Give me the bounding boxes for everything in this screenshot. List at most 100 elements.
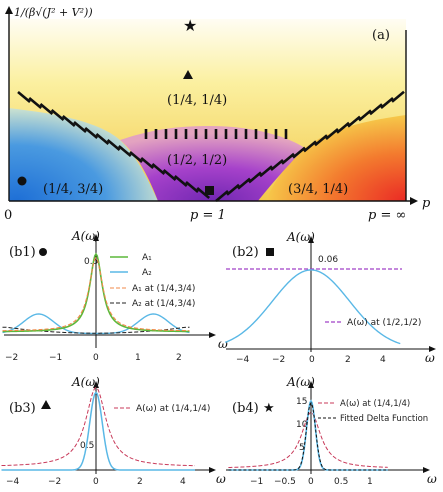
hatch-mark-right (325, 128, 339, 140)
y-axis-arrow (5, 6, 13, 14)
b3-xtick: 4 (180, 477, 186, 487)
hatch-mark-right (226, 183, 240, 196)
hatch-mark-right (281, 152, 295, 165)
b3-y-arrow (93, 381, 99, 388)
hatch-mark-right (380, 97, 394, 109)
b1-xtick: −2 (5, 353, 18, 363)
hatch-mark-right (270, 159, 284, 171)
panel-b3: A(ω) ω (b3) 0.5 −4 −2 0 2 4 A(ω) at (1/4… (1, 375, 226, 487)
b4-curve-dashed (228, 411, 388, 468)
hatch-mark-left (185, 181, 199, 193)
region-label-half-half: (1/2, 1/2) (167, 153, 227, 168)
panel-a: 1/(β√(J² + V²)) p (a) 0 p = 1 p = ∞ (1/4… (4, 6, 431, 223)
b3-xtick: −2 (48, 477, 61, 487)
x-axis-label: p (422, 196, 431, 211)
b4-curve-delta-fit (228, 401, 388, 471)
b4-tag: (b4) (232, 401, 259, 416)
b1-xtick: −1 (49, 353, 62, 363)
b2-tag: (b2) (232, 245, 259, 260)
b4-ytick: 10 (296, 420, 308, 430)
b3-peak-label: 0.5 (80, 441, 94, 451)
hatch-mark-left (173, 175, 188, 187)
b4-x-ticks: −1 −0.5 0 0.5 1 (250, 477, 373, 487)
b1-curve-a1-fit (2, 256, 190, 332)
b3-xtick: 2 (137, 477, 143, 487)
b4-xtick: 1 (367, 477, 373, 487)
hatch-mark-left (117, 145, 132, 157)
b3-x-arrow (209, 467, 216, 473)
b2-xtick: −2 (272, 355, 285, 365)
hatch-mark-left (196, 187, 211, 199)
b4-xtick: 0.5 (334, 477, 348, 487)
panel-b4: A(ω) ω (b4) ★ 15 10 5 −1 −0.5 0 0.5 1 A(… (226, 375, 437, 487)
b2-legend: A(ω) at (1/2,1/2) (325, 318, 421, 328)
b4-xlabel: ω (427, 472, 437, 486)
b2-x-arrow (429, 346, 436, 352)
phase-region-blue (9, 108, 158, 201)
b3-ylabel: A(ω) (71, 375, 100, 389)
b4-ytick: 15 (296, 397, 307, 407)
b2-square-icon (266, 248, 274, 256)
hatch-mark-left (140, 157, 155, 169)
hatch-mark-right (303, 140, 317, 153)
b3-legend-label: A(ω) at (1/4,1/4) (136, 404, 210, 414)
b4-legend: A(ω) at (1/4,1/4) Fitted Delta Function (318, 399, 428, 424)
triangle-marker-icon (183, 70, 193, 79)
b1-x-arrow (209, 332, 216, 338)
b1-curve-a1 (2, 252, 190, 333)
phase-boundary-hatching (17, 90, 405, 202)
tick-p-infinity: p = ∞ (368, 208, 406, 223)
hatch-mark-left (162, 169, 177, 181)
b1-y-arrow (93, 234, 99, 241)
hatch-mark-left (50, 109, 65, 121)
b4-y-arrow (308, 381, 314, 388)
b4-xtick: −0.5 (274, 477, 296, 487)
b1-ylabel: A(ω) (71, 229, 100, 243)
hatch-mark-left (129, 151, 143, 163)
b3-triangle-icon (41, 400, 51, 409)
star-marker-icon: ★ (183, 16, 197, 35)
y-axis-label: 1/(β√(J² + V²)) (14, 6, 93, 19)
b3-xtick: −4 (6, 477, 20, 487)
hatch-mark-left (39, 103, 54, 115)
b2-x-ticks: −4 −2 0 2 4 (236, 355, 386, 365)
b2-xtick: −4 (236, 355, 250, 365)
b4-x-arrow (423, 467, 430, 473)
hatch-mark-left (151, 163, 166, 175)
hatch-mark-left (106, 139, 121, 151)
hatch-mark-right (248, 171, 262, 184)
panel-b1: A(ω) ω (b1) 0.5 −2 −1 0 1 2 A₁ A₂ A₁ at … (2, 229, 228, 363)
b2-legend-label: A(ω) at (1/2,1/2) (347, 318, 421, 328)
b1-xtick: 1 (135, 353, 141, 363)
hatch-mark-left (17, 91, 31, 103)
hatch-mark-right (292, 146, 306, 159)
b2-ylabel: A(ω) (286, 230, 315, 244)
b1-xtick: 0 (93, 353, 99, 363)
b3-xtick: 0 (93, 477, 99, 487)
b1-x-ticks: −2 −1 0 1 2 (5, 353, 182, 363)
tick-zero: 0 (4, 208, 12, 223)
b2-peak-label: 0.06 (318, 255, 338, 265)
b3-legend: A(ω) at (1/4,1/4) (114, 404, 210, 414)
b3-x-ticks: −4 −2 0 2 4 (6, 477, 186, 487)
b2-xtick: 0 (309, 355, 315, 365)
panel-tag: (a) (372, 28, 390, 43)
hatch-mark-left (61, 115, 76, 127)
b1-xtick: 2 (176, 353, 182, 363)
b3-curve-dashed (1, 386, 196, 467)
hatch-mark-right (237, 177, 251, 190)
b4-legend-label: A(ω) at (1/4,1/4) (340, 399, 410, 409)
hatch-mark-right (336, 121, 350, 134)
tick-p-one: p = 1 (190, 208, 226, 223)
b1-legend-a2: A₂ (142, 268, 152, 278)
hatch-mark-left (73, 121, 87, 133)
b4-star-icon: ★ (263, 401, 275, 416)
b4-xtick: 0 (308, 477, 314, 487)
b2-xtick: 2 (345, 355, 351, 365)
x-axis-arrow (410, 197, 418, 205)
hatch-mark-right (259, 165, 273, 178)
hatch-mark-right (369, 103, 383, 116)
b1-legend-a1: A₁ (142, 253, 152, 263)
b1-peak-label: 0.5 (84, 257, 98, 267)
